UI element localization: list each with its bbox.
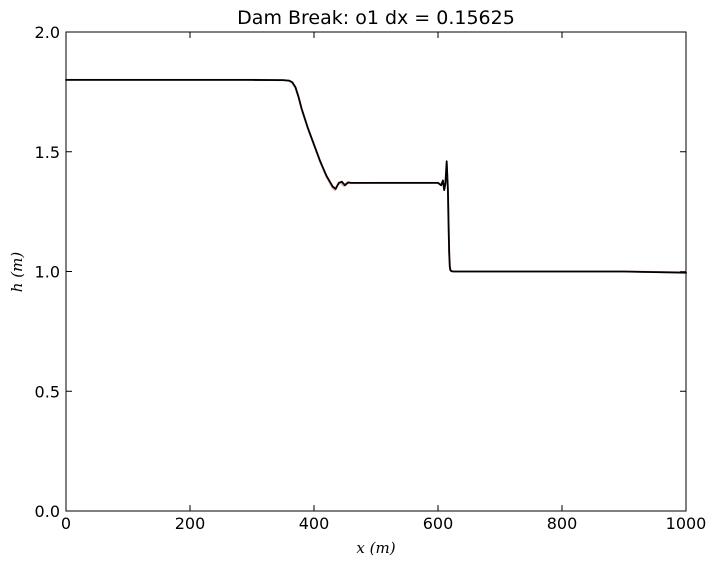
y-tick-label: 2.0 [35, 23, 60, 42]
ticks-layer: 0 200 400 600 800 1000 0.0 0.5 1.0 1.5 2.0 [35, 23, 707, 533]
x-tick-label: 1000 [666, 514, 707, 533]
x-tick-label: 800 [547, 514, 578, 533]
y-tick-label: 1.5 [35, 143, 60, 162]
x-tick-label: 400 [299, 514, 330, 533]
chart-title: Dam Break: o1 dx = 0.15625 [237, 7, 515, 29]
plot-frame [65, 31, 687, 512]
y-tick-label: 0.5 [35, 382, 60, 401]
series-line [65, 79, 687, 274]
series-layer [65, 78, 687, 274]
y-axis-label: h (m) [8, 252, 26, 293]
x-tick-label: 200 [175, 514, 206, 533]
x-tick-label: 0 [61, 514, 71, 533]
x-tick-label: 600 [423, 514, 454, 533]
y-tick-label: 0.0 [35, 502, 60, 521]
x-axis-label: x (m) [356, 539, 395, 557]
y-tick-label: 1.0 [35, 263, 60, 282]
